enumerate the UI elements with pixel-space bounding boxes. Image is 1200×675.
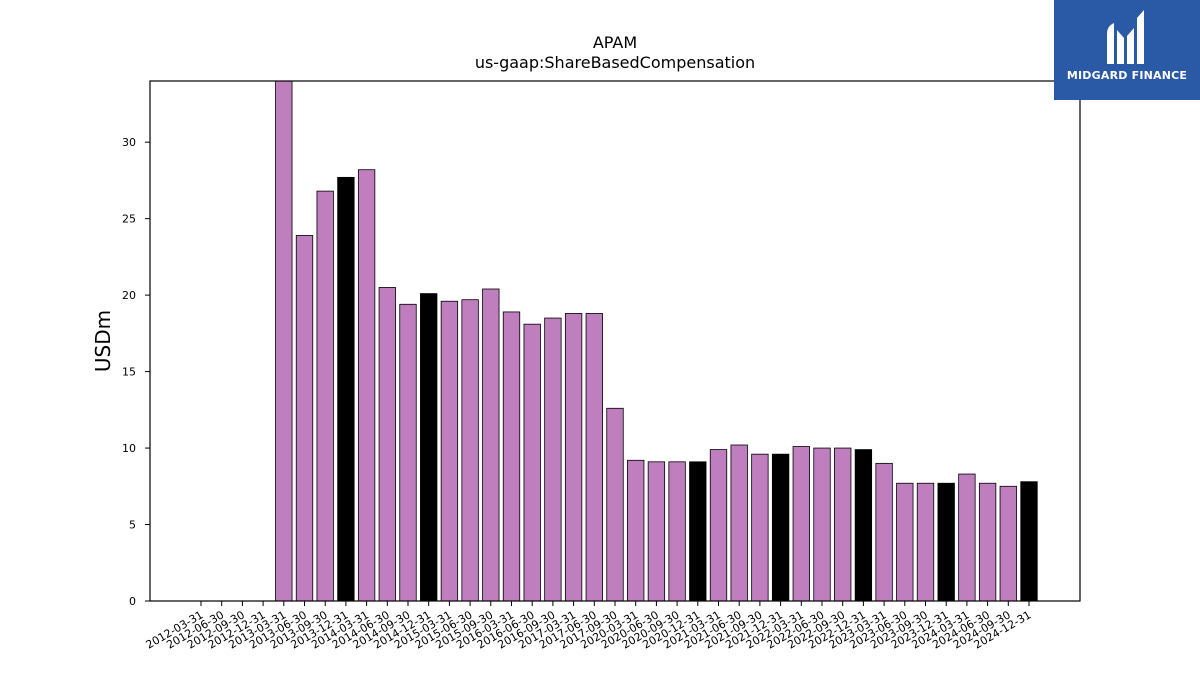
bar	[378, 287, 396, 602]
y-tick-label: 25	[122, 213, 136, 226]
y-tick-label: 5	[129, 519, 136, 532]
bar	[647, 461, 666, 602]
y-tick-label: 15	[122, 366, 136, 379]
bar	[916, 482, 935, 602]
bar	[689, 461, 707, 602]
bar	[337, 176, 355, 602]
bar	[999, 485, 1017, 602]
y-axis-label: USDm	[91, 310, 115, 372]
y-tick-label: 30	[122, 136, 136, 149]
bar	[668, 461, 686, 602]
midgard-logo-icon	[1104, 8, 1150, 74]
bar	[564, 313, 583, 602]
bar	[875, 462, 893, 602]
bar	[627, 459, 645, 602]
y-tick-label: 10	[122, 442, 136, 455]
bar	[978, 482, 997, 602]
bar	[316, 190, 334, 602]
chart-subtitle: us-gaap:ShareBasedCompensation	[475, 53, 755, 72]
bar	[896, 482, 914, 602]
chart-title: APAM	[593, 33, 637, 52]
bar	[792, 446, 810, 602]
bar	[834, 447, 852, 602]
y-tick-label: 20	[122, 289, 136, 302]
bar	[275, 80, 293, 602]
bars-group	[275, 80, 1038, 602]
bar	[502, 311, 521, 602]
bar	[751, 453, 769, 602]
midgard-finance-logo: MIDGARD FINANCE	[1054, 0, 1200, 100]
bar	[606, 407, 624, 602]
bar	[937, 482, 955, 602]
bar	[958, 473, 976, 602]
bar	[295, 235, 314, 602]
bar	[420, 293, 438, 602]
bar	[523, 323, 541, 602]
bar	[544, 317, 562, 602]
bar	[585, 313, 603, 602]
bar	[357, 169, 376, 602]
bar	[709, 449, 728, 602]
y-axis: 0 5 10 15 20 25 30	[122, 136, 150, 608]
bar	[482, 288, 500, 602]
bar	[399, 303, 417, 602]
logo-text: MIDGARD FINANCE	[1066, 69, 1188, 82]
y-tick-label: 0	[129, 595, 136, 608]
bar	[461, 299, 479, 602]
bar	[854, 449, 873, 602]
bar	[730, 444, 748, 602]
bar	[440, 300, 459, 602]
plot-frame	[149, 80, 1081, 602]
bar	[813, 447, 831, 602]
bar	[1020, 481, 1038, 602]
bar	[771, 453, 790, 602]
x-axis: 2012-03-312012-06-302012-09-302012-12-31…	[144, 601, 1034, 652]
